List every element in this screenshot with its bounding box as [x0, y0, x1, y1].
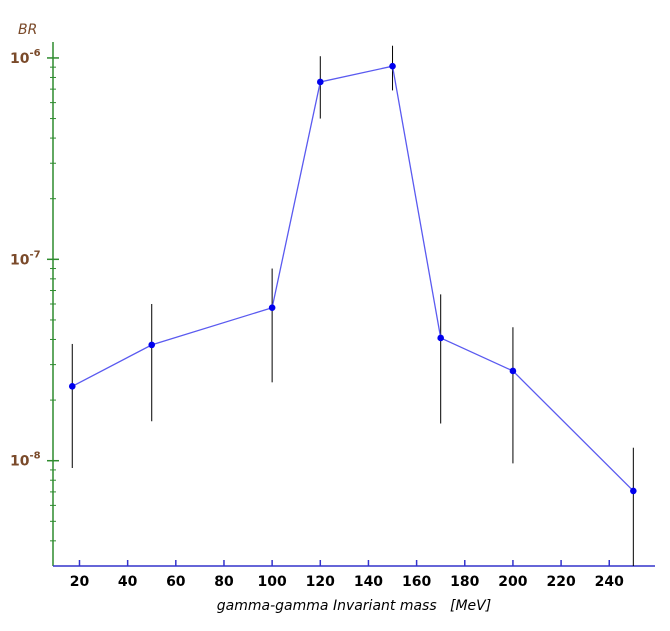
x-tick-label: 200: [498, 574, 527, 590]
y-axis-label: BR: [18, 22, 37, 38]
x-tick-label: 20: [70, 574, 90, 590]
point: [316, 78, 324, 86]
x-tick-label: 180: [450, 574, 479, 590]
point: [268, 304, 276, 312]
series-line: [71, 65, 634, 492]
x-tick-label: 160: [402, 574, 431, 590]
point: [437, 334, 444, 342]
point: [68, 383, 76, 390]
x-tick-label: 60: [166, 574, 186, 590]
y-tick-exponent: -8: [29, 451, 40, 462]
x-tick-label: 100: [258, 574, 287, 590]
y-tick-label: 10-8: [10, 451, 41, 470]
y-tick-exponent: -7: [29, 249, 40, 260]
point: [630, 487, 637, 495]
x-tick-label: 140: [354, 574, 383, 590]
x-tick-label: 120: [306, 574, 335, 590]
y-tick-exponent: -6: [29, 48, 40, 59]
x-tick-label: 80: [214, 574, 234, 590]
y-tick-label: 10-6: [10, 48, 41, 67]
y-tick-base: 10: [10, 454, 30, 470]
x-tick-label: 40: [118, 574, 138, 590]
y-tick-label: 10-7: [10, 249, 41, 268]
point: [148, 341, 156, 349]
y-tick-base: 10: [10, 252, 30, 268]
point: [509, 367, 517, 375]
point: [389, 62, 396, 70]
x-tick-label: 220: [546, 574, 575, 590]
x-axis-label: gamma-gamma Invariant mass [MeV]: [217, 598, 491, 614]
y-tick-base: 10: [10, 51, 30, 67]
x-tick-label: 240: [595, 574, 624, 590]
